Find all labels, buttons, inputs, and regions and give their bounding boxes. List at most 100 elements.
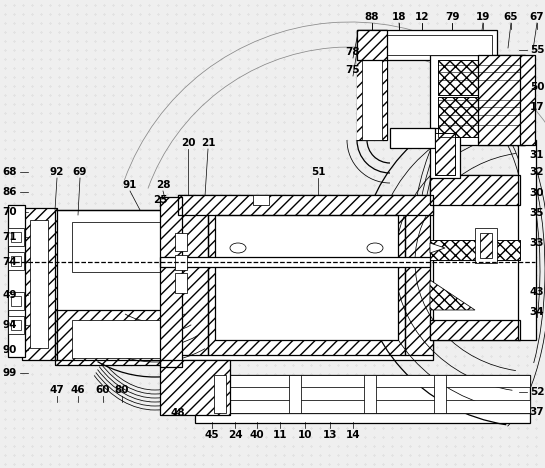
Bar: [357, 30, 387, 60]
Bar: [8, 205, 25, 357]
Bar: [72, 320, 162, 358]
Bar: [160, 257, 430, 267]
Bar: [379, 30, 387, 140]
Text: 31: 31: [530, 150, 544, 160]
Bar: [195, 413, 530, 423]
Bar: [208, 200, 405, 355]
Text: 13: 13: [323, 430, 337, 440]
Bar: [178, 195, 433, 215]
Bar: [160, 197, 182, 367]
Bar: [475, 228, 497, 263]
Text: 25: 25: [153, 195, 167, 205]
Bar: [289, 375, 301, 413]
Bar: [362, 33, 382, 140]
Text: 19: 19: [476, 12, 490, 22]
Text: 10: 10: [298, 430, 312, 440]
Bar: [208, 200, 405, 355]
Bar: [438, 97, 478, 137]
Text: 92: 92: [50, 167, 64, 177]
Bar: [175, 255, 187, 270]
Bar: [430, 175, 520, 340]
Text: 71: 71: [3, 232, 17, 242]
Ellipse shape: [367, 243, 383, 253]
Bar: [55, 310, 180, 365]
Text: 94: 94: [3, 320, 17, 330]
Bar: [362, 35, 492, 55]
Bar: [357, 30, 387, 60]
Bar: [357, 30, 365, 140]
Text: 50: 50: [530, 82, 544, 92]
Bar: [390, 128, 435, 148]
Bar: [364, 375, 376, 413]
Text: 46: 46: [71, 385, 86, 395]
Text: 45: 45: [205, 430, 219, 440]
Bar: [438, 60, 478, 95]
Bar: [195, 400, 530, 413]
Text: 55: 55: [530, 45, 544, 55]
Bar: [430, 240, 520, 260]
Bar: [214, 375, 226, 413]
Text: 52: 52: [530, 387, 544, 397]
Bar: [160, 197, 182, 367]
Bar: [175, 233, 187, 251]
Text: 48: 48: [171, 408, 185, 418]
Text: 69: 69: [73, 167, 87, 177]
Text: 86: 86: [3, 187, 17, 197]
Text: 47: 47: [50, 385, 64, 395]
Text: 32: 32: [530, 167, 544, 177]
Bar: [178, 195, 433, 215]
Bar: [22, 208, 57, 360]
Bar: [8, 292, 24, 310]
Text: 70: 70: [3, 207, 17, 217]
Text: 65: 65: [504, 12, 518, 22]
Bar: [178, 200, 208, 355]
Bar: [430, 128, 460, 178]
Bar: [430, 320, 520, 340]
Bar: [195, 375, 530, 387]
Text: 34: 34: [530, 307, 544, 317]
Text: 79: 79: [445, 12, 459, 22]
Bar: [405, 200, 433, 355]
Bar: [215, 215, 398, 340]
Text: 91: 91: [123, 180, 137, 190]
Bar: [55, 210, 180, 360]
Bar: [160, 360, 230, 415]
Text: 40: 40: [250, 430, 264, 440]
Text: 24: 24: [228, 430, 243, 440]
Bar: [357, 30, 387, 140]
Bar: [55, 310, 180, 365]
Text: 30: 30: [530, 188, 544, 198]
Text: 51: 51: [311, 167, 325, 177]
Text: 11: 11: [272, 430, 287, 440]
Text: 12: 12: [415, 12, 429, 22]
Bar: [253, 195, 269, 205]
Bar: [430, 175, 520, 205]
Text: 75: 75: [346, 65, 360, 75]
Bar: [357, 30, 497, 60]
Bar: [434, 375, 446, 413]
Bar: [55, 210, 180, 360]
Text: 90: 90: [3, 345, 17, 355]
Bar: [435, 133, 455, 175]
Text: 14: 14: [346, 430, 360, 440]
Bar: [195, 375, 530, 413]
Bar: [30, 220, 48, 348]
Bar: [11, 232, 21, 242]
Text: 80: 80: [115, 385, 129, 395]
Bar: [178, 200, 208, 355]
Bar: [8, 316, 24, 334]
Bar: [22, 208, 57, 360]
Bar: [478, 55, 525, 145]
Bar: [430, 320, 520, 340]
Bar: [520, 55, 535, 145]
Bar: [405, 200, 433, 355]
Text: 28: 28: [156, 180, 170, 190]
Bar: [430, 240, 520, 260]
Text: 49: 49: [3, 290, 17, 300]
Bar: [215, 215, 398, 340]
Text: 18: 18: [392, 12, 406, 22]
Bar: [55, 210, 180, 360]
Text: 43: 43: [530, 287, 544, 297]
Polygon shape: [430, 243, 445, 253]
Text: 60: 60: [96, 385, 110, 395]
